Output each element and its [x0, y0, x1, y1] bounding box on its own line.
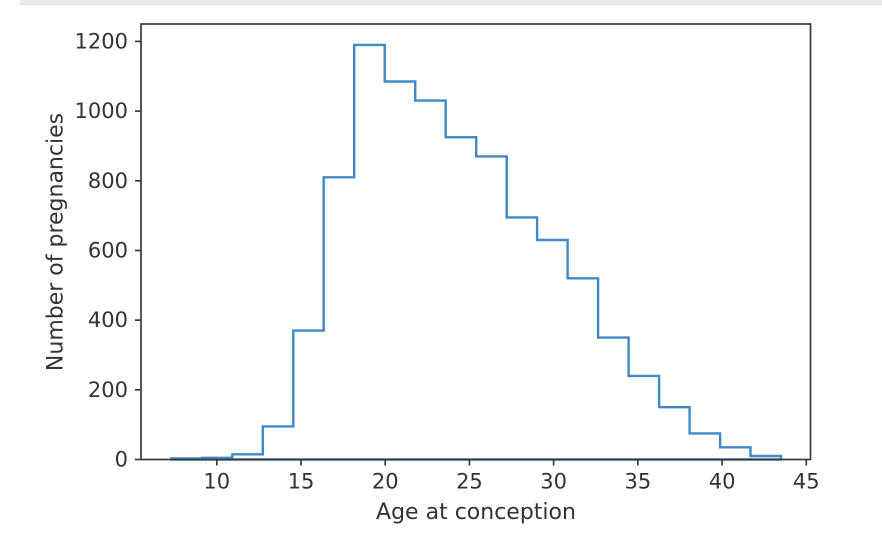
- x-axis-label: Age at conception: [376, 500, 576, 525]
- x-tick-label: 40: [709, 470, 736, 494]
- x-tick-label: 10: [203, 470, 230, 494]
- y-axis-label: Number of pregnancies: [43, 112, 69, 372]
- y-tick-label: 800: [88, 169, 128, 193]
- axes-frame: [140, 23, 812, 461]
- x-tick-label: 15: [288, 470, 315, 494]
- step-line: [170, 43, 783, 461]
- y-tick-label: 200: [88, 378, 128, 402]
- x-tick-label: 30: [540, 470, 567, 494]
- x-tick-label: 20: [372, 470, 399, 494]
- y-tick-label: 1200: [75, 29, 128, 53]
- y-tick-label: 0: [115, 448, 128, 472]
- x-tick-label: 25: [456, 470, 483, 494]
- x-tick-label: 45: [793, 470, 820, 494]
- y-tick-label: 600: [88, 238, 128, 262]
- y-tick-label: 400: [88, 308, 128, 332]
- x-tick-label: 35: [624, 470, 651, 494]
- top-chrome-strip: [20, 0, 882, 5]
- y-tick-label: 1000: [75, 99, 128, 123]
